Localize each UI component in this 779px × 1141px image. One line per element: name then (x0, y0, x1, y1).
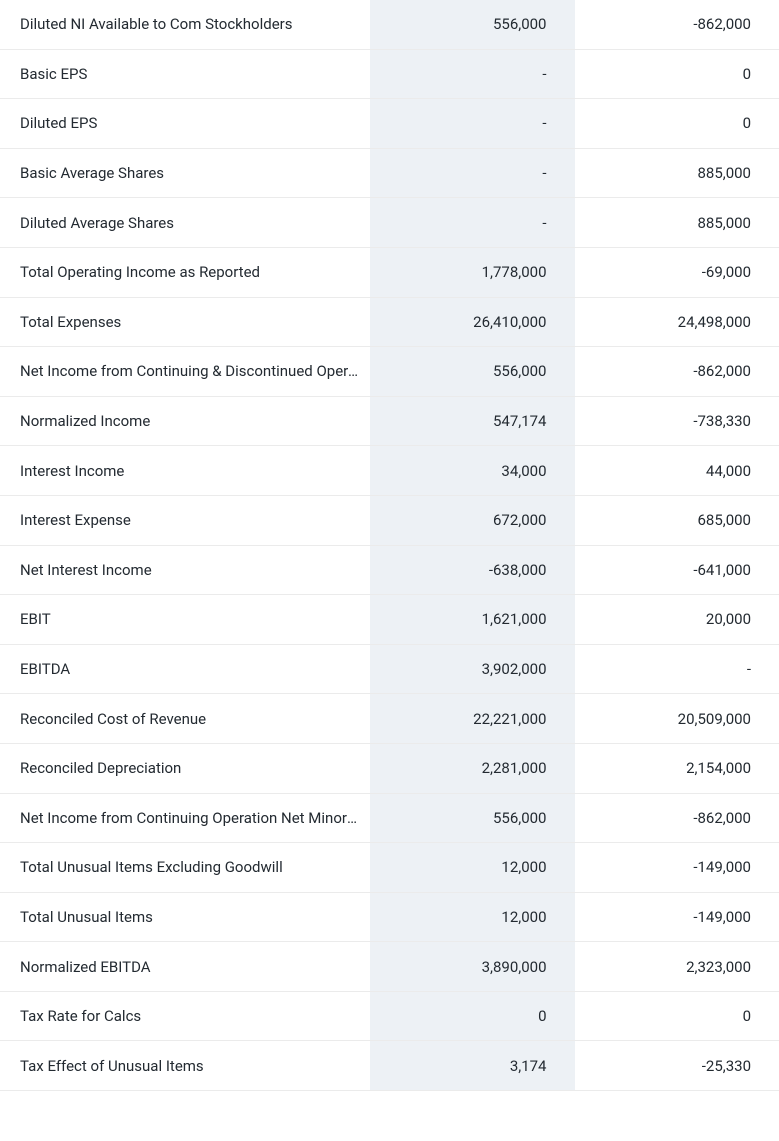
row-value-col2: 20,509,000 (575, 710, 779, 728)
row-value-col1: 1,778,000 (370, 248, 575, 297)
table-row[interactable]: Total Operating Income as Reported 1,778… (0, 248, 779, 298)
row-value-col2: -862,000 (575, 15, 779, 33)
table-row[interactable]: Tax Effect of Unusual Items 3,174 -25,33… (0, 1041, 779, 1091)
table-row[interactable]: Total Unusual Items 12,000 -149,000 (0, 893, 779, 943)
table-row[interactable]: Net Income from Continuing Operation Net… (0, 794, 779, 844)
row-label: Normalized EBITDA (0, 958, 370, 976)
table-row[interactable]: Diluted Average Shares - 885,000 (0, 198, 779, 248)
table-row[interactable]: Total Unusual Items Excluding Goodwill 1… (0, 843, 779, 893)
row-label: Interest Income (0, 462, 370, 480)
row-value-col2: 685,000 (575, 511, 779, 529)
row-value-col2: 24,498,000 (575, 313, 779, 331)
row-value-col2: 44,000 (575, 462, 779, 480)
row-label: Basic Average Shares (0, 164, 370, 182)
table-row[interactable]: Net Income from Continuing & Discontinue… (0, 347, 779, 397)
row-value-col2: 885,000 (575, 214, 779, 232)
row-label: Diluted Average Shares (0, 214, 370, 232)
row-value-col1: 12,000 (370, 893, 575, 942)
row-value-col2: 0 (575, 1007, 779, 1025)
row-value-col2: -69,000 (575, 263, 779, 281)
row-value-col1: 556,000 (370, 794, 575, 843)
table-row[interactable]: Basic EPS - 0 (0, 50, 779, 100)
table-row[interactable]: Diluted NI Available to Com Stockholders… (0, 0, 779, 50)
row-value-col1: 3,174 (370, 1041, 575, 1090)
row-label: Net Income from Continuing Operation Net… (0, 809, 370, 827)
row-value-col2: - (575, 660, 779, 678)
row-value-col1: 672,000 (370, 496, 575, 545)
row-value-col2: 0 (575, 114, 779, 132)
row-value-col2: 2,323,000 (575, 958, 779, 976)
row-value-col2: -862,000 (575, 809, 779, 827)
row-label: Interest Expense (0, 511, 370, 529)
row-value-col1: 3,890,000 (370, 942, 575, 991)
row-value-col2: -738,330 (575, 412, 779, 430)
row-value-col1: - (370, 99, 575, 148)
table-row[interactable]: Reconciled Cost of Revenue 22,221,000 20… (0, 694, 779, 744)
row-label: Reconciled Cost of Revenue (0, 710, 370, 728)
row-label: Diluted NI Available to Com Stockholders (0, 15, 370, 33)
row-label: Tax Effect of Unusual Items (0, 1057, 370, 1075)
row-label: Total Unusual Items Excluding Goodwill (0, 858, 370, 876)
row-value-col2: -25,330 (575, 1057, 779, 1075)
table-row[interactable]: Interest Income 34,000 44,000 (0, 446, 779, 496)
row-label: Tax Rate for Calcs (0, 1007, 370, 1025)
row-label: Total Expenses (0, 313, 370, 331)
table-row[interactable]: Normalized EBITDA 3,890,000 2,323,000 (0, 942, 779, 992)
row-label: EBIT (0, 610, 370, 628)
table-row[interactable]: Net Interest Income -638,000 -641,000 (0, 546, 779, 596)
row-value-col2: -149,000 (575, 858, 779, 876)
row-value-col1: 2,281,000 (370, 744, 575, 793)
table-row[interactable]: EBIT 1,621,000 20,000 (0, 595, 779, 645)
row-value-col1: 547,174 (370, 397, 575, 446)
row-value-col2: 0 (575, 65, 779, 83)
row-value-col2: -149,000 (575, 908, 779, 926)
row-value-col2: 20,000 (575, 610, 779, 628)
row-value-col1: - (370, 198, 575, 247)
row-value-col2: -862,000 (575, 362, 779, 380)
row-value-col2: 885,000 (575, 164, 779, 182)
row-label: Total Unusual Items (0, 908, 370, 926)
row-label: Net Income from Continuing & Discontinue… (0, 362, 370, 380)
row-value-col1: 12,000 (370, 843, 575, 892)
row-value-col1: 0 (370, 992, 575, 1041)
table-row[interactable]: Tax Rate for Calcs 0 0 (0, 992, 779, 1042)
row-value-col1: - (370, 50, 575, 99)
financial-table: Diluted NI Available to Com Stockholders… (0, 0, 779, 1091)
row-label: EBITDA (0, 660, 370, 678)
row-value-col1: 556,000 (370, 0, 575, 49)
table-row[interactable]: Normalized Income 547,174 -738,330 (0, 397, 779, 447)
row-label: Normalized Income (0, 412, 370, 430)
table-row[interactable]: Diluted EPS - 0 (0, 99, 779, 149)
row-value-col1: -638,000 (370, 546, 575, 595)
row-value-col1: 3,902,000 (370, 645, 575, 694)
row-label: Net Interest Income (0, 561, 370, 579)
row-label: Basic EPS (0, 65, 370, 83)
row-value-col1: 1,621,000 (370, 595, 575, 644)
table-row[interactable]: Basic Average Shares - 885,000 (0, 149, 779, 199)
table-row[interactable]: Total Expenses 26,410,000 24,498,000 (0, 298, 779, 348)
row-value-col1: 22,221,000 (370, 694, 575, 743)
table-row[interactable]: Reconciled Depreciation 2,281,000 2,154,… (0, 744, 779, 794)
row-value-col1: - (370, 149, 575, 198)
row-value-col1: 34,000 (370, 446, 575, 495)
row-label: Reconciled Depreciation (0, 759, 370, 777)
row-value-col1: 26,410,000 (370, 298, 575, 347)
row-value-col2: -641,000 (575, 561, 779, 579)
row-label: Total Operating Income as Reported (0, 263, 370, 281)
table-row[interactable]: Interest Expense 672,000 685,000 (0, 496, 779, 546)
table-row[interactable]: EBITDA 3,902,000 - (0, 645, 779, 695)
row-value-col2: 2,154,000 (575, 759, 779, 777)
row-label: Diluted EPS (0, 114, 370, 132)
row-value-col1: 556,000 (370, 347, 575, 396)
